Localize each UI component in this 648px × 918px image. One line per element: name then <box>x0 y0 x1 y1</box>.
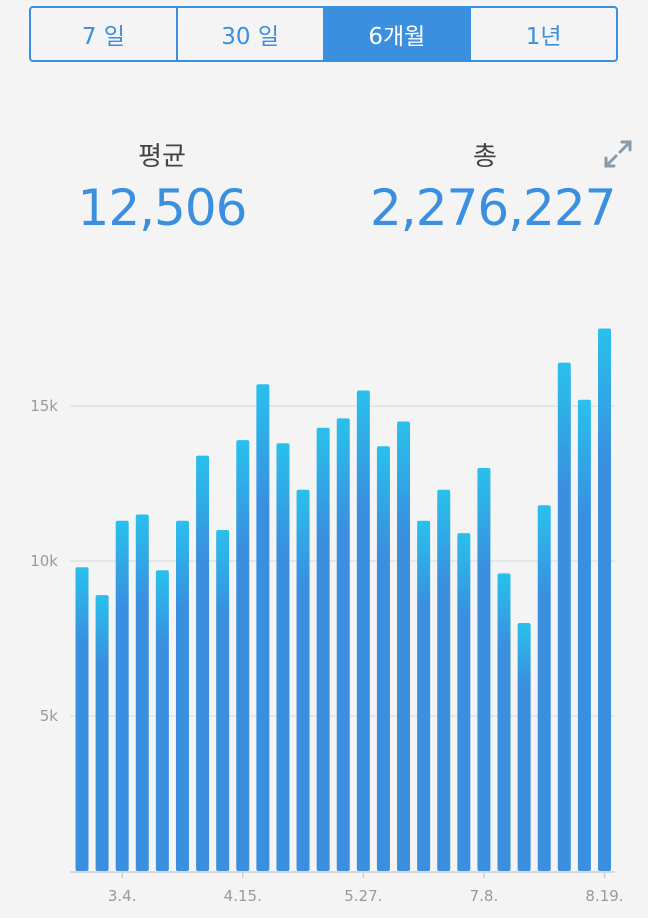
bar[interactable] <box>196 455 210 871</box>
tab-7-days[interactable]: 7 일 <box>81 24 125 50</box>
bar[interactable] <box>236 440 250 871</box>
bar[interactable] <box>216 530 230 871</box>
bar[interactable] <box>75 567 89 871</box>
bar[interactable] <box>417 520 431 871</box>
bar[interactable] <box>135 514 149 872</box>
bar[interactable] <box>497 573 511 871</box>
y-tick-label: 5k <box>40 707 59 725</box>
bar[interactable] <box>356 390 370 872</box>
bar[interactable] <box>155 570 169 871</box>
total-stat: 총 2,276,227 <box>370 136 616 237</box>
expand-arrows-icon[interactable] <box>602 138 634 170</box>
average-stat: 평균 12,506 <box>62 136 262 237</box>
bar[interactable] <box>598 328 611 872</box>
tab-1-year[interactable]: 1년 <box>469 8 616 60</box>
bar[interactable] <box>276 443 290 871</box>
bar[interactable] <box>95 595 109 871</box>
x-tick-label: 7.8. <box>470 887 499 905</box>
y-tick-label: 15k <box>30 397 58 415</box>
x-tick-label: 5.27. <box>344 887 382 905</box>
bar[interactable] <box>296 489 310 871</box>
bar[interactable] <box>115 520 129 871</box>
total-label: 총 <box>473 142 497 172</box>
bar[interactable] <box>457 533 471 871</box>
average-label: 평균 <box>138 142 186 172</box>
bar[interactable] <box>517 623 531 871</box>
bar[interactable] <box>316 427 330 871</box>
bar[interactable] <box>376 446 390 871</box>
tab-6-months[interactable]: 6개월 <box>322 8 470 60</box>
bar[interactable] <box>577 399 591 871</box>
y-tick-label: 10k <box>30 552 58 570</box>
bar[interactable] <box>256 384 270 871</box>
bar[interactable] <box>175 520 189 871</box>
bar[interactable] <box>477 468 491 871</box>
x-tick-label: 4.15. <box>224 887 262 905</box>
x-tick-label: 3.4. <box>108 887 137 905</box>
bar[interactable] <box>537 505 551 871</box>
bar[interactable] <box>437 489 451 871</box>
tab-30-days[interactable]: 30 일 <box>175 8 323 60</box>
average-value: 12,506 <box>77 179 248 237</box>
bar[interactable] <box>336 418 350 871</box>
period-tabs: 7 일 30 일 6개월 1년 <box>29 6 618 62</box>
bar[interactable] <box>557 362 571 871</box>
bar[interactable] <box>397 421 411 872</box>
total-value: 2,276,227 <box>370 179 616 237</box>
x-tick-label: 8.19. <box>585 887 623 905</box>
